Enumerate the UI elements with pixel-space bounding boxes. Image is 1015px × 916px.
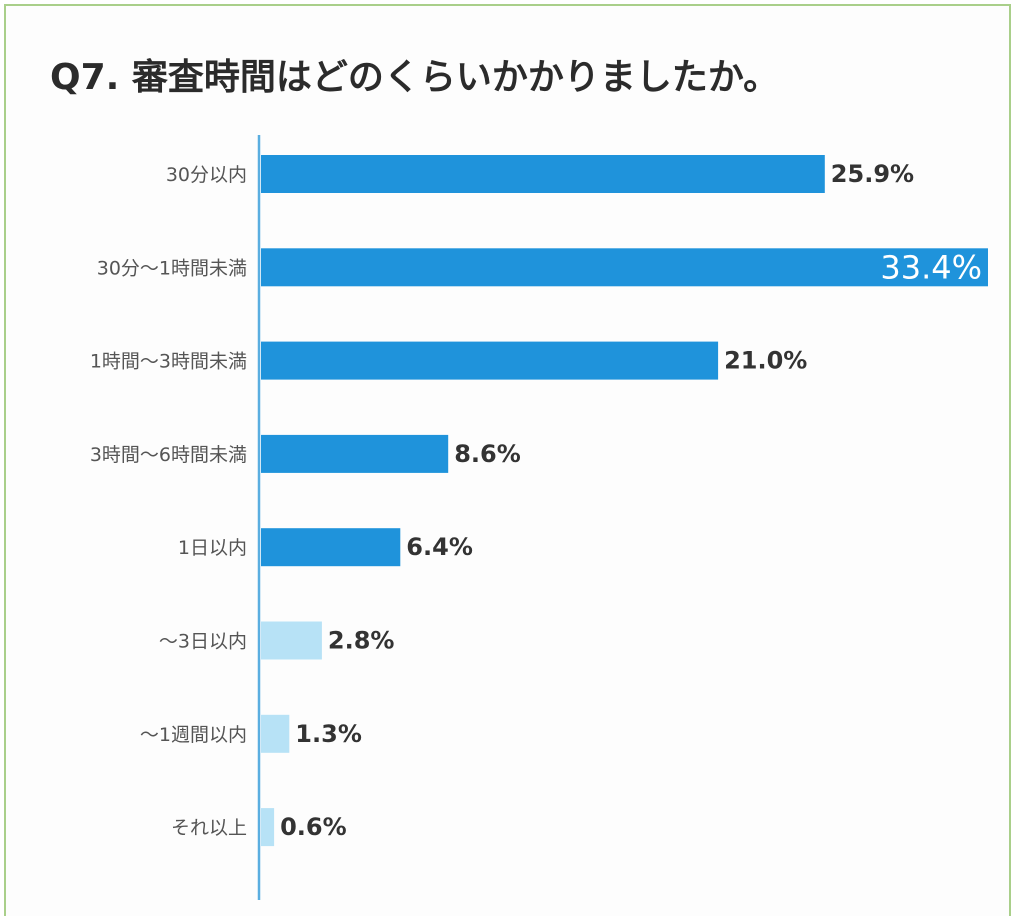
category-label: ～3日以内 <box>159 631 247 653</box>
bar-7 <box>261 714 290 753</box>
bar-2 <box>261 248 988 287</box>
value-label: 21.0% <box>724 347 807 375</box>
value-label: 8.6% <box>454 440 521 468</box>
value-label: 33.4% <box>880 248 982 286</box>
category-label: ～1週間以内 <box>140 724 247 746</box>
bar-3 <box>261 341 719 380</box>
bar-6 <box>261 621 322 660</box>
value-label: 6.4% <box>406 533 473 561</box>
category-label: 30分～1時間未満 <box>97 257 247 279</box>
value-label: 2.8% <box>328 627 395 655</box>
bar-8 <box>261 808 275 847</box>
value-label: 0.6% <box>280 813 347 841</box>
category-label: 1日以内 <box>178 537 247 559</box>
chart-title: Q7. 審査時間はどのくらいかかりましたか。 <box>50 57 780 98</box>
category-label: 1時間～3時間未満 <box>90 351 247 373</box>
bar-1 <box>261 155 825 193</box>
value-label: 1.3% <box>295 720 362 748</box>
value-label: 25.9% <box>831 160 914 188</box>
category-label: 30分以内 <box>166 164 247 186</box>
bar-4 <box>261 434 449 473</box>
category-label: 3時間～6時間未満 <box>90 444 247 466</box>
category-label: それ以上 <box>171 817 247 839</box>
bar-5 <box>261 528 401 567</box>
